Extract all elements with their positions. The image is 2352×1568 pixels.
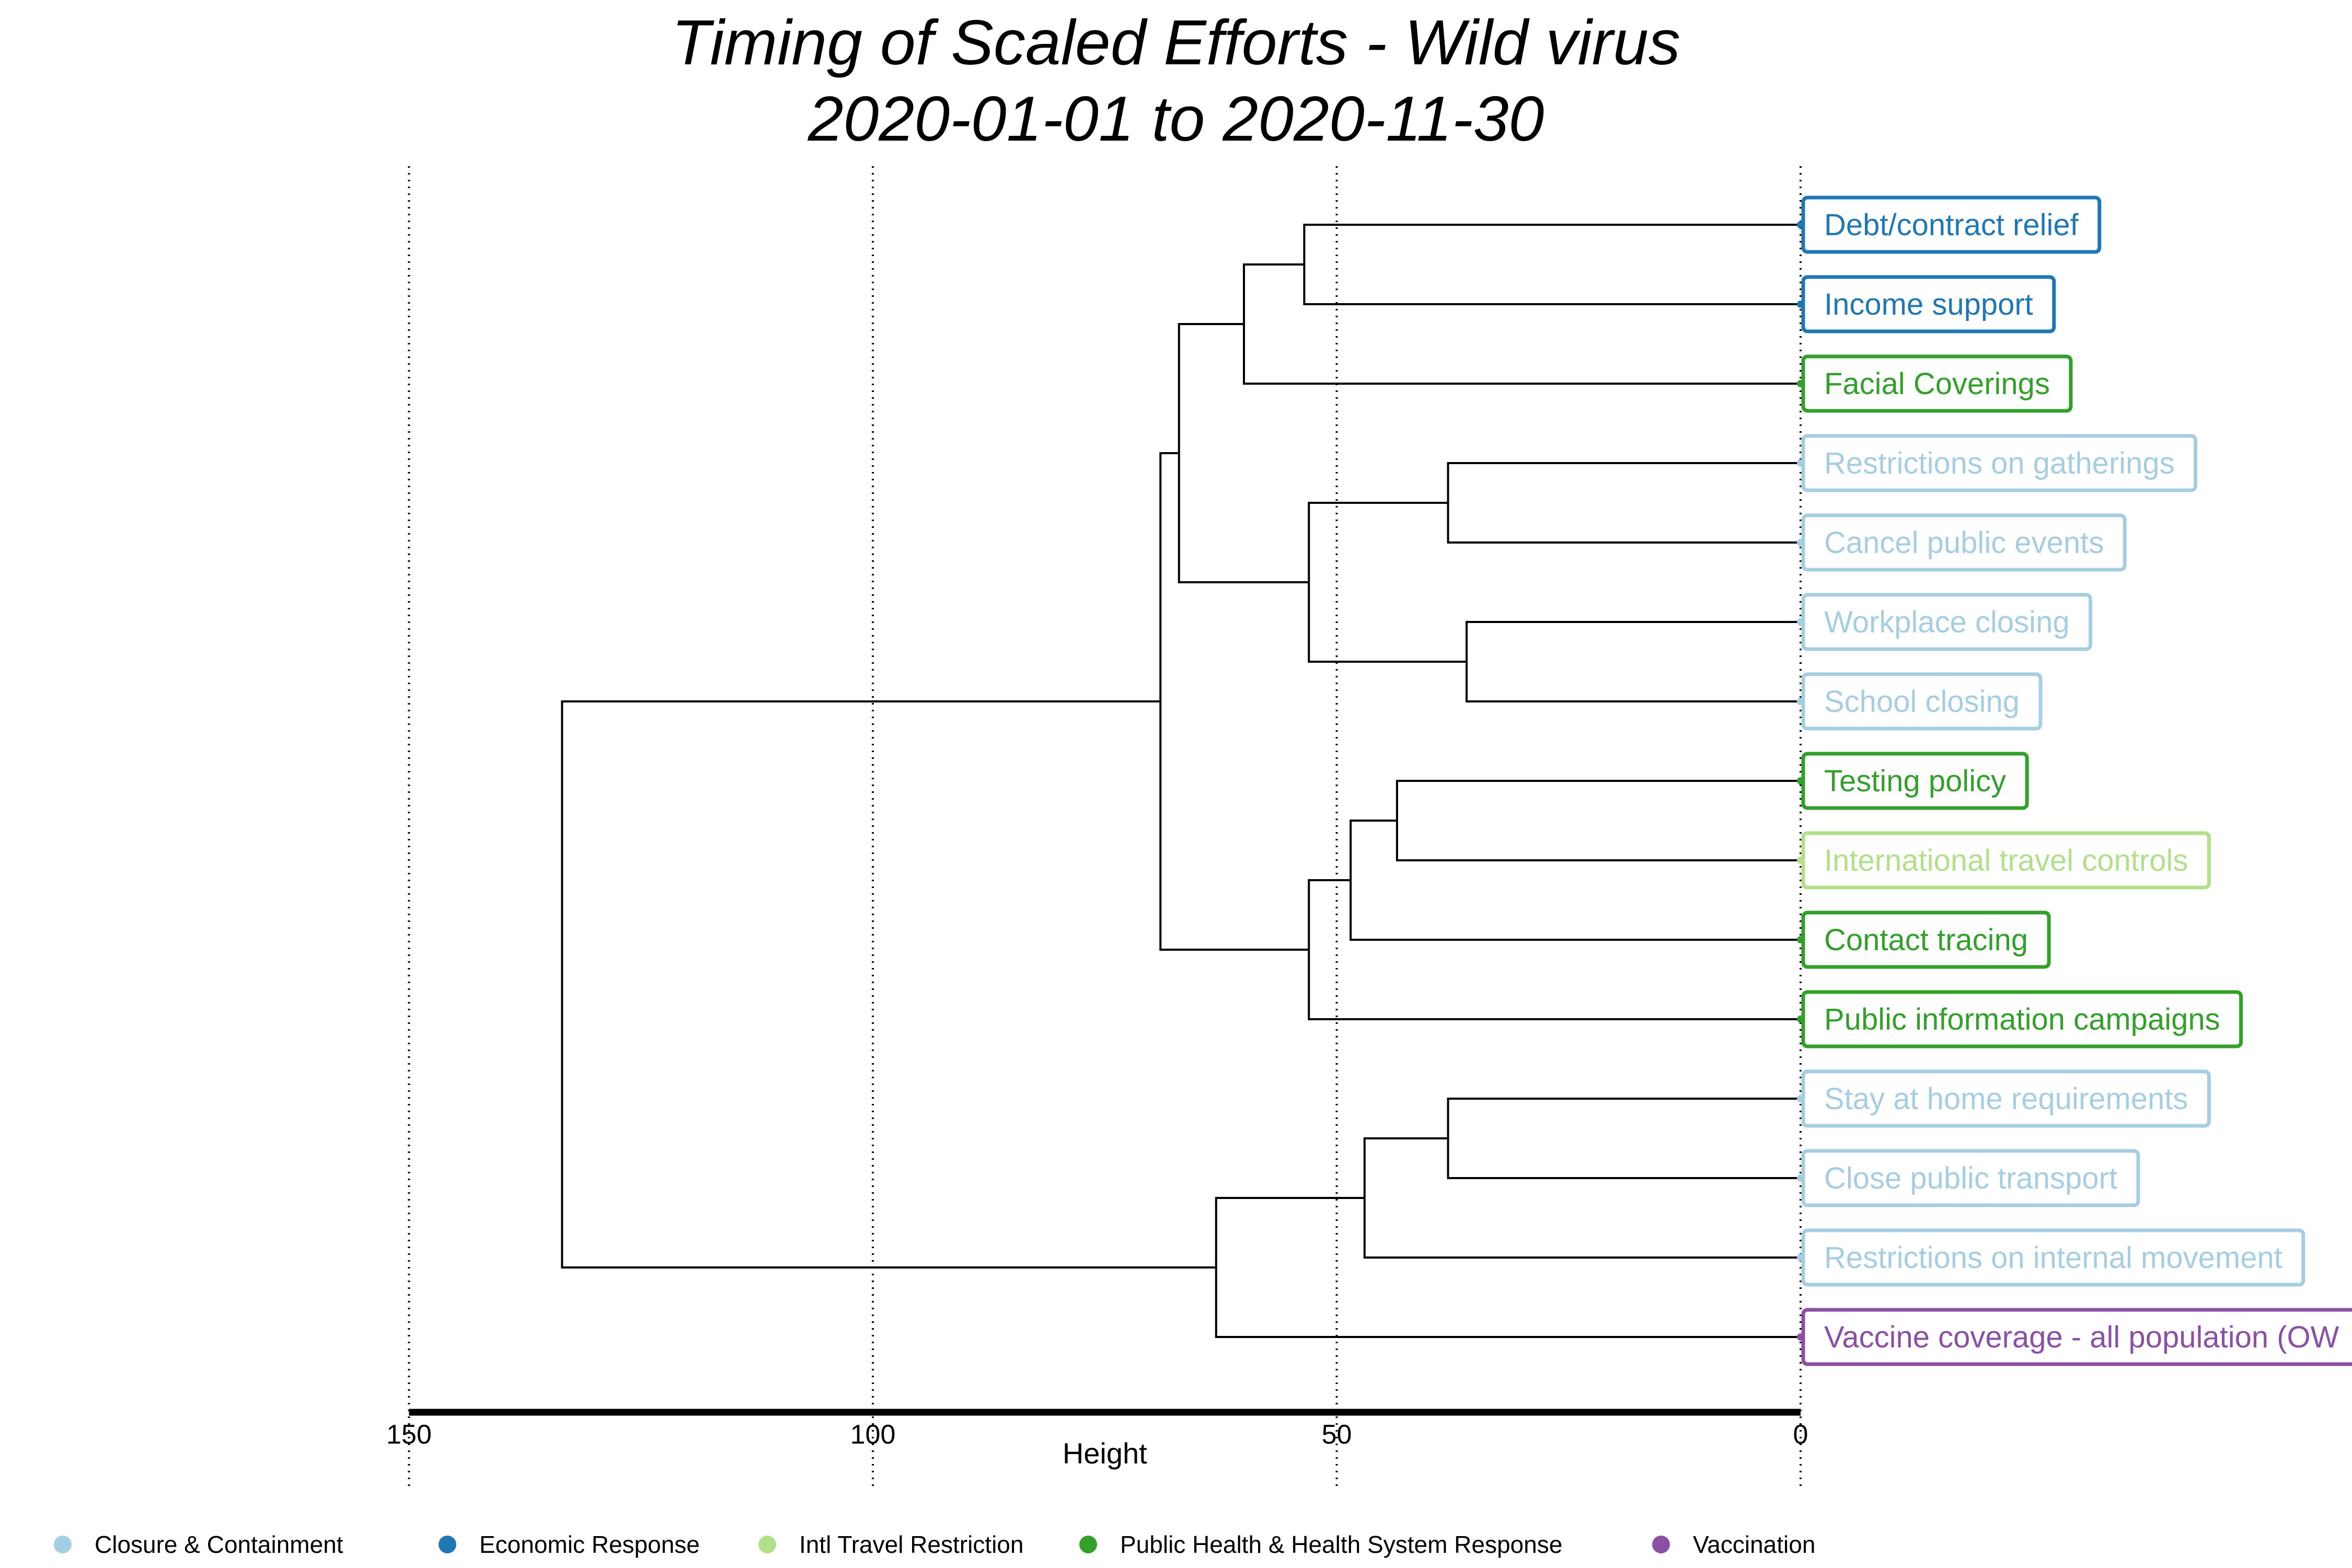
legend-label: Vaccination — [1693, 1531, 1815, 1558]
leaf-point — [1797, 459, 1804, 467]
leaf-label: Restrictions on gatherings — [1824, 446, 2175, 480]
dendrogram-branch — [1363, 1137, 1801, 1259]
leaf-label-group: International travel controls — [1797, 831, 2211, 890]
dendrogram-branch — [1308, 502, 1467, 663]
x-axis-label: Height — [1063, 1437, 1147, 1470]
leaf-label: Stay at home requirements — [1824, 1082, 2188, 1116]
leaf-label: Facial Coverings — [1824, 367, 2050, 401]
leaf-label: Income support — [1824, 287, 2033, 321]
dendrogram-branch — [1308, 879, 1801, 1020]
leaf-label: Workplace closing — [1824, 605, 2070, 639]
leaf-label-group: School closing — [1797, 672, 2043, 731]
chart-title-block: Timing of Scaled Efforts - Wild virus 20… — [0, 4, 2352, 157]
leaf-label-group: Testing policy — [1797, 752, 2029, 810]
leaf-label: Close public transport — [1824, 1161, 2117, 1195]
x-tick-label: 150 — [386, 1420, 432, 1450]
leaf-point — [1797, 857, 1804, 864]
legend-label: Economic Response — [479, 1531, 700, 1558]
dendrogram-branch — [1215, 1197, 1801, 1338]
leaf-label: Debt/contract relief — [1824, 208, 2079, 242]
leaf-label-group: Restrictions on internal movement — [1797, 1228, 2305, 1287]
leaf-label: Contact tracing — [1824, 923, 2028, 957]
leaf-point — [1797, 301, 1804, 308]
x-tick-label: 0 — [1793, 1420, 1808, 1450]
leaf-label: Cancel public events — [1824, 526, 2104, 560]
leaf-label-group: Debt/contract relief — [1797, 195, 2102, 254]
legend-label: Intl Travel Restriction — [799, 1531, 1023, 1558]
legend-item: Vaccination — [1652, 1531, 1815, 1558]
dendrogram-branch — [1447, 1098, 1801, 1179]
leaf-label-group: Facial Coverings — [1797, 354, 2073, 413]
leaf-labels: Debt/contract relief Income support Facial… — [1797, 195, 2352, 1366]
legend: Closure & Containment Economic Response In… — [54, 1531, 1815, 1558]
grid-lines — [408, 166, 1802, 1490]
leaf-point — [1797, 221, 1804, 228]
dendrogram-branch — [561, 700, 1216, 1269]
legend-item: Economic Response — [439, 1531, 700, 1558]
dendrogram-branch — [1350, 820, 1801, 941]
leaf-label-group: Contact tracing — [1797, 910, 2051, 969]
dendrogram-branch — [1466, 621, 1801, 702]
leaf-point — [1797, 1016, 1804, 1023]
leaf-label-group: Income support — [1797, 275, 2056, 333]
legend-label: Public Health & Health System Response — [1120, 1531, 1562, 1558]
leaf-label-group: Restrictions on gatherings — [1797, 434, 2198, 492]
chart-subtitle: 2020-01-01 to 2020-11-30 — [808, 83, 1544, 154]
legend-item: Public Health & Health System Response — [1079, 1531, 1562, 1558]
dendrogram-branch — [1159, 452, 1309, 951]
leaf-point — [1797, 539, 1804, 546]
x-axis: 150 100 50 0 Height — [386, 1409, 1808, 1470]
leaf-point — [1797, 1333, 1804, 1341]
leaf-label: Testing policy — [1824, 764, 2006, 798]
x-tick-label: 50 — [1322, 1420, 1352, 1450]
leaf-label: Restrictions on internal movement — [1824, 1241, 2282, 1275]
leaf-point — [1797, 618, 1804, 626]
legend-item: Intl Travel Restriction — [758, 1531, 1023, 1558]
leaf-label-group: Close public transport — [1797, 1149, 2140, 1207]
legend-swatch — [1652, 1536, 1670, 1553]
leaf-point — [1797, 777, 1804, 785]
leaf-label-group: Stay at home requirements — [1797, 1069, 2211, 1128]
leaf-point — [1797, 1254, 1804, 1261]
leaf-label-group: Public information campaigns — [1797, 990, 2243, 1048]
legend-swatch — [1079, 1536, 1097, 1553]
legend-swatch — [54, 1536, 72, 1553]
x-tick-label: 100 — [850, 1420, 896, 1450]
leaf-label: Public information campaigns — [1824, 1002, 2220, 1036]
dendrogram-branch — [1396, 780, 1801, 861]
leaf-label-group: Cancel public events — [1797, 513, 2127, 572]
dendrogram-branch — [1303, 224, 1801, 305]
leaf-label: Vaccine coverage - all population (OW — [1824, 1320, 2339, 1354]
leaf-point — [1797, 936, 1804, 943]
leaf-point — [1797, 1174, 1804, 1182]
chart-title: Timing of Scaled Efforts - Wild virus — [671, 7, 1681, 78]
legend-swatch — [758, 1536, 776, 1553]
dendrogram-branch — [1243, 263, 1801, 385]
dendrogram-branch — [1447, 462, 1801, 544]
legend-swatch — [439, 1536, 456, 1553]
legend-label: Closure & Containment — [95, 1531, 343, 1558]
leaf-point — [1797, 380, 1804, 387]
leaf-label: School closing — [1824, 685, 2020, 719]
leaf-label-group: Vaccine coverage - all population (OW — [1797, 1308, 2352, 1366]
leaf-label: International travel controls — [1824, 844, 2188, 878]
leaf-label-group: Workplace closing — [1797, 593, 2093, 651]
dendrogram-branches — [561, 224, 1801, 1338]
leaf-point — [1797, 1095, 1804, 1102]
legend-item: Closure & Containment — [54, 1531, 343, 1558]
leaf-point — [1797, 698, 1804, 705]
